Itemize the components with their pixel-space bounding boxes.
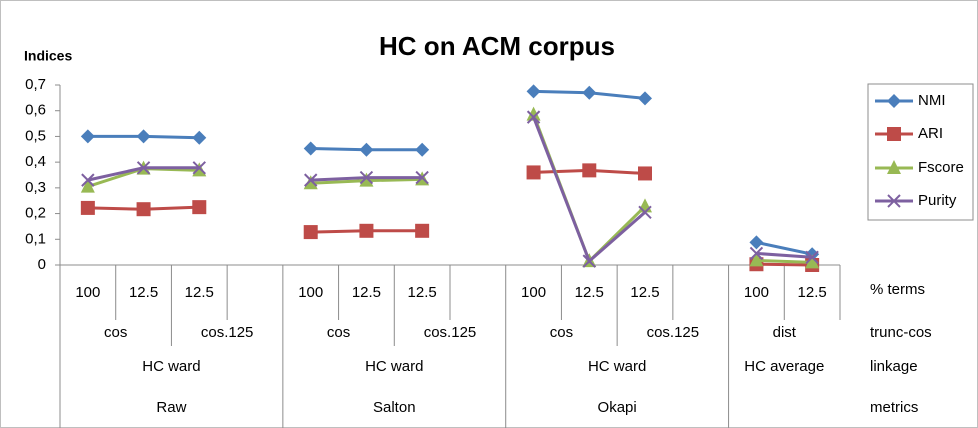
y-tick-label: 0,3 (25, 179, 46, 196)
data-point (638, 166, 652, 181)
x-tick-label: 12.5 (630, 284, 659, 301)
x-tick-label: 12.5 (575, 284, 604, 301)
legend-label: ARI (918, 125, 943, 142)
data-point (749, 252, 764, 267)
data-point (805, 254, 820, 269)
data-point (303, 225, 318, 240)
x-group-label: HC ward (365, 358, 423, 375)
x-tick-label: 12.5 (352, 284, 381, 301)
x-group-label: cos.125 (201, 324, 254, 341)
data-point (192, 161, 206, 175)
x-tick-label: 12.5 (798, 284, 827, 301)
x-tick-label: 100 (75, 284, 100, 301)
data-point (359, 170, 374, 185)
data-point (303, 141, 318, 156)
legend-marker (887, 160, 901, 174)
data-point (749, 235, 764, 250)
data-point (136, 202, 151, 217)
x-group-label: cos.125 (647, 324, 700, 341)
y-tick-label: 0,6 (25, 102, 46, 119)
x-tick-label: 100 (744, 284, 769, 301)
legend-marker (887, 127, 901, 141)
y-tick-label: 0,2 (25, 205, 46, 222)
x-group-label: HC ward (588, 358, 646, 375)
legend-label: Purity (918, 192, 957, 209)
y-tick-label: 0,4 (25, 153, 46, 170)
x-level-name: linkage (870, 358, 918, 375)
x-tick-label: 12.5 (129, 284, 158, 301)
data-point (359, 223, 374, 238)
y-tick-label: 0,1 (25, 230, 46, 247)
data-point (359, 172, 374, 187)
data-point (136, 129, 151, 144)
data-point (192, 200, 207, 215)
x-tick-label: 100 (298, 284, 323, 301)
data-point (526, 106, 541, 121)
data-point (80, 129, 95, 144)
x-group-label: cos (327, 324, 350, 341)
x-level-name: % terms (870, 281, 925, 298)
data-point (638, 91, 652, 106)
legend-label: NMI (918, 92, 946, 109)
data-point (526, 84, 541, 99)
y-tick-label: 0,5 (25, 127, 46, 144)
x-group-label: HC ward (142, 358, 200, 375)
data-point (136, 161, 151, 175)
x-group-label: dist (773, 324, 797, 341)
data-point (638, 205, 652, 219)
data-point (359, 142, 374, 157)
data-point (582, 254, 596, 268)
data-point (526, 165, 541, 180)
data-point (526, 110, 541, 124)
legend-box (867, 83, 974, 221)
data-point (81, 173, 95, 187)
x-tick-label: 100 (521, 284, 546, 301)
data-point (749, 246, 764, 261)
x-level-name: trunc-cos (870, 324, 932, 341)
data-point (415, 170, 429, 185)
y-tick-label: 0,7 (25, 76, 46, 93)
x-group-label: cos.125 (424, 324, 477, 341)
data-point (192, 162, 207, 177)
data-point (192, 130, 207, 145)
legend-marker (887, 94, 901, 108)
data-point (304, 173, 318, 187)
x-group-label: Raw (156, 399, 186, 416)
legend-label: Fscore (918, 159, 964, 176)
y-axis-label: Indices (24, 48, 72, 64)
x-group-label: HC average (744, 358, 824, 375)
legend-marker (887, 194, 901, 208)
data-point (582, 163, 597, 178)
data-point (303, 175, 318, 190)
x-group-label: cos (550, 324, 573, 341)
data-point (582, 85, 597, 100)
x-tick-label: 12.5 (185, 284, 214, 301)
data-point (80, 178, 95, 193)
x-group-label: Salton (373, 399, 416, 416)
data-point (805, 250, 819, 264)
data-point (415, 142, 430, 157)
x-level-name: metrics (870, 399, 918, 416)
chart-title: HC on ACM corpus (379, 31, 615, 61)
data-point (805, 247, 820, 262)
data-point (415, 223, 430, 238)
data-point (80, 200, 95, 215)
x-group-label: cos (104, 324, 127, 341)
x-tick-label: 12.5 (408, 284, 437, 301)
y-tick-label: 0 (38, 256, 46, 273)
x-group-label: Okapi (598, 399, 637, 416)
